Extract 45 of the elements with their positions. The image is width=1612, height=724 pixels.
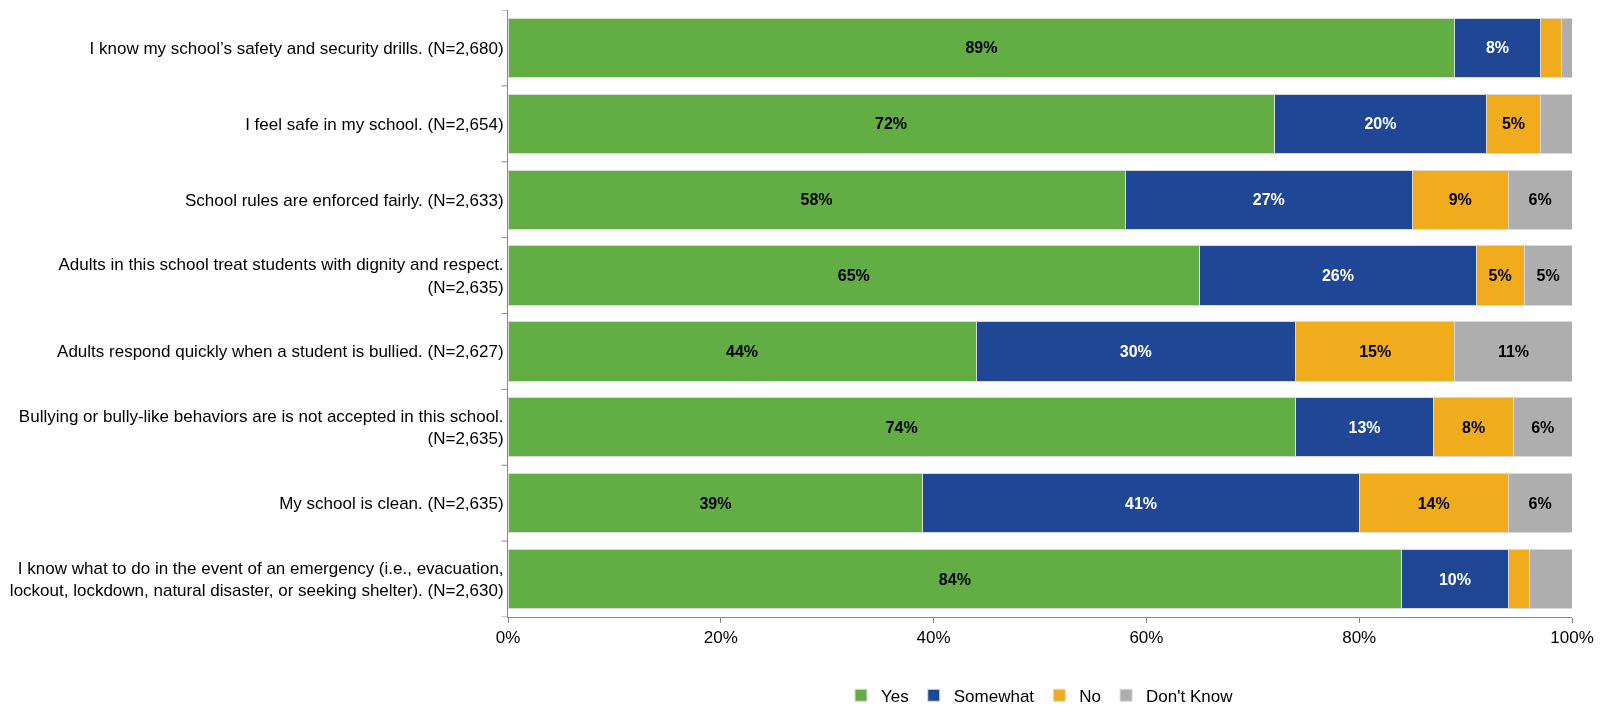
data-label: 8% [1485,39,1510,57]
data-label: 72% [875,115,908,133]
y-tick-label: My school is clean. (N=2,635) [279,494,504,514]
x-tick-label: 80% [1342,628,1377,648]
data-label: 13% [1348,418,1381,436]
y-tick-label: I know my school’s safety and security drills. (N=2,680) [89,38,504,58]
data-label: 11% [1497,342,1530,360]
x-tick-label: 60% [1129,628,1164,648]
data-label: 6% [1528,191,1552,209]
data-label: 5% [1488,267,1512,285]
legend-label: Yes [881,686,909,706]
data-label: 5% [1536,267,1560,285]
data-label: 84% [938,570,971,588]
x-tick-label: 100% [1550,628,1594,648]
data-label: 9% [1448,191,1472,209]
data-label: 20% [1364,115,1397,133]
data-label: 41% [1125,494,1158,512]
data-label: 26% [1321,267,1354,285]
x-tick-label: 40% [916,628,951,648]
y-tick-label: Bullying or bully-like behaviors are is not accepted in this school. (N=2,635) [18,407,504,449]
legend-label: Don't Know [1146,686,1234,706]
data-label: 6% [1531,418,1555,436]
data-label: 65% [837,267,870,285]
data-label: 8% [1462,418,1486,436]
data-label: 44% [726,342,759,360]
data-label: 15% [1359,342,1392,360]
data-label: 30% [1119,342,1152,360]
data-label: 6% [1528,494,1552,512]
legend-label: Somewhat [953,686,1035,706]
legend-label: No [1079,686,1102,706]
x-tick-label: 20% [703,628,738,648]
data-label: 14% [1417,494,1450,512]
data-label: 74% [885,418,918,436]
data-label: 58% [800,191,833,209]
y-tick-label: I feel safe in my school. (N=2,654) [245,114,504,134]
data-label: 27% [1252,191,1285,209]
y-tick-label: Adults respond quickly when a student is bullied. (N=2,627) [57,342,504,362]
y-tick-label: I know what to do in the event of an emergency (i.e., evacuation, lockout, lockdown, natural disaster, or seeking shelter). (N=2,630) [9,558,504,601]
data-label: 5% [1501,115,1526,133]
data-label: 39% [699,494,732,512]
data-label: 10% [1438,570,1471,588]
y-tick-label: School rules are enforced fairly. (N=2,633) [185,190,504,210]
x-tick-label: 0% [495,628,521,648]
y-tick-label: Adults in this school treat students with dignity and respect. (N=2,635) [58,255,504,297]
data-label: 89% [965,39,998,57]
